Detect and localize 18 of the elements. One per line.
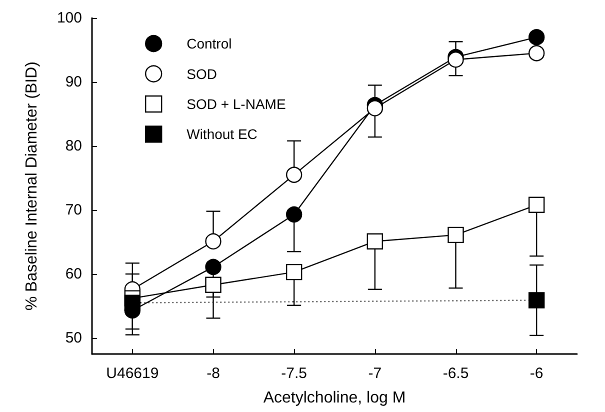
x-tick-label: -8 [206,365,220,382]
x-tick-label: -6.5 [442,365,469,382]
legend-label: Without EC [186,126,258,142]
x-tick-label: U46619 [106,365,159,382]
legend-label: SOD [186,66,217,82]
y-tick-label: 50 [65,330,82,346]
y-axis-title: % Baseline Internal Diameter (BID) [24,62,40,310]
y-tick-label: 90 [65,74,82,90]
x-axis-title: Acetylcholine, log M [263,390,406,406]
x-tick-label: -7.5 [281,365,308,382]
y-tick-label: 100 [56,10,82,26]
x-tick-label: -7 [368,365,382,382]
legend-label: SOD + L-NAME [186,96,286,112]
y-tick-label: 60 [65,266,82,282]
y-tick-label: 70 [65,202,82,218]
legend-label: Control [186,36,232,52]
x-tick-label: -6 [530,365,544,382]
y-tick-label: 80 [65,138,82,154]
